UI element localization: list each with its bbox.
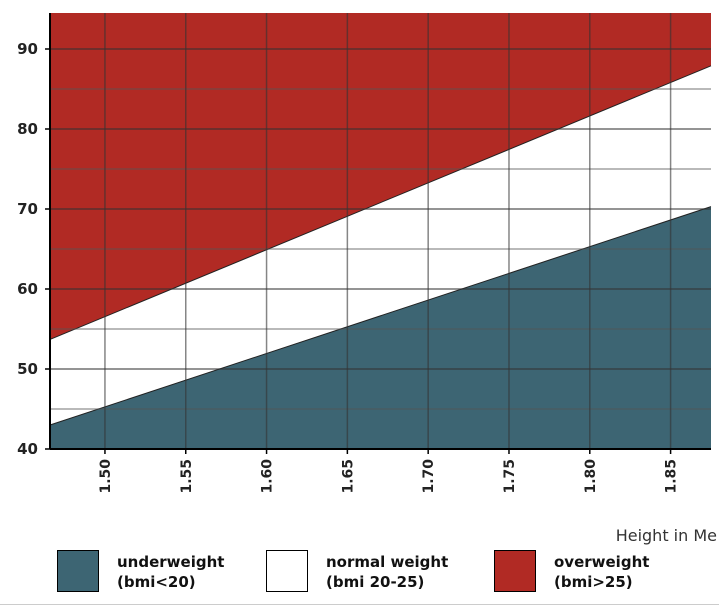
x-tick-label: 1.60 xyxy=(260,459,276,494)
boundary-line xyxy=(49,65,712,340)
grid xyxy=(49,13,711,450)
legend-detail-underweight: (bmi<20) xyxy=(117,573,196,591)
y-tick-label: 70 xyxy=(17,200,38,218)
y-tick-label: 80 xyxy=(17,120,38,138)
x-axis: 1.50 1.55 1.60 1.65 1.70 1.75 1.80 1.85 xyxy=(98,449,680,494)
area-normal-weight xyxy=(50,65,711,426)
x-tick-label: 1.75 xyxy=(502,459,518,494)
legend-swatch-normal-weight xyxy=(266,550,308,592)
boundary-line xyxy=(49,206,712,426)
legend-label-underweight: underweight xyxy=(117,553,225,571)
x-tick-label: 1.70 xyxy=(421,459,437,494)
x-tick-label: 1.65 xyxy=(340,459,356,494)
legend-swatch-overweight xyxy=(494,550,536,592)
x-tick-label: 1.80 xyxy=(583,459,599,494)
area-overweight xyxy=(50,13,711,340)
legend: underweight (bmi<20) normal weight (bmi … xyxy=(0,548,719,598)
x-tick-label: 1.55 xyxy=(179,459,195,494)
y-tick-label: 40 xyxy=(17,440,38,458)
y-tick-label: 50 xyxy=(17,360,38,378)
x-tick-label: 1.85 xyxy=(664,459,680,494)
y-axis: 40 50 60 70 80 90 xyxy=(17,40,50,458)
y-tick-label: 90 xyxy=(17,40,38,58)
x-axis-label: Height in Me xyxy=(615,526,717,545)
legend-detail-normal-weight: (bmi 20-25) xyxy=(326,573,425,591)
bmi-chart: 40 50 60 70 80 90 1.50 1.55 1.60 1.65 1.70 1.75 1.8… xyxy=(17,13,712,494)
y-tick-label: 60 xyxy=(17,280,38,298)
x-tick-label: 1.50 xyxy=(98,459,114,494)
plot-area xyxy=(49,13,712,449)
legend-label-normal-weight: normal weight xyxy=(326,553,449,571)
bottom-divider xyxy=(0,604,719,605)
legend-swatch-underweight xyxy=(57,550,99,592)
legend-detail-overweight: (bmi>25) xyxy=(554,573,633,591)
legend-label-overweight: overweight xyxy=(554,553,650,571)
area-underweight xyxy=(50,206,711,449)
